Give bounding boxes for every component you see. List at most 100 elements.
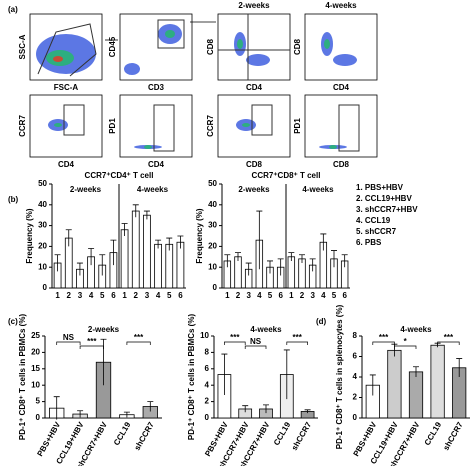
error-bar [53, 396, 60, 420]
significance-bracket [126, 341, 151, 345]
x-tick-label: 5 [268, 291, 273, 300]
y-tick-label: 10 [208, 262, 217, 271]
x-axis-label: FSC-A [54, 83, 79, 92]
error-bar [99, 254, 106, 276]
significance-label: *** [230, 333, 240, 342]
x-tick-label: 4 [321, 291, 326, 300]
error-bar [263, 404, 269, 414]
significance-label: *** [134, 333, 144, 342]
x-axis-label: CD3 [148, 83, 165, 92]
x-tick-label: 2 [67, 291, 72, 300]
x-tick-label: shCCR7 [441, 420, 465, 452]
x-tick-label: 1 [289, 291, 294, 300]
y-tick-label: 30 [38, 221, 47, 230]
y-tick-label: 50 [208, 179, 217, 188]
y-axis-label: CD8 [206, 38, 215, 55]
bar [131, 210, 140, 289]
x-tick-label: 6 [111, 291, 116, 300]
error-bar [331, 250, 337, 268]
bar [143, 214, 151, 289]
significance-label: * [404, 337, 408, 346]
cell-population [246, 54, 270, 66]
x-tick-label: 2 [134, 291, 139, 300]
error-bar [299, 254, 305, 264]
x-tick-label: 6 [278, 291, 283, 300]
error-bar [369, 374, 376, 396]
error-bar [224, 254, 231, 268]
error-bar [77, 410, 84, 418]
y-tick-label: 20 [31, 348, 40, 357]
gate [157, 19, 185, 49]
significance-bracket [286, 341, 308, 345]
legend-entry: 2. CCL19+HBV [356, 194, 412, 203]
error-bar [65, 229, 72, 247]
gate [338, 104, 360, 152]
legend-entry: 1. PBS+HBV [356, 183, 404, 192]
significance-label: *** [444, 333, 454, 342]
x-axis-label: CD4 [333, 83, 350, 92]
x-tick-label: 4 [257, 291, 262, 300]
x-tick-label: 3 [246, 291, 251, 300]
y-axis-label: PD-1⁺ CD8⁺ T cells in PBMCs (%) [18, 314, 27, 441]
cell-population [329, 145, 337, 149]
error-bar [143, 210, 150, 220]
y-tick-label: 8 [353, 331, 358, 340]
y-axis-label: CD45 [108, 36, 117, 57]
cell-population [333, 54, 357, 66]
significance-bracket [244, 345, 267, 349]
error-bar [309, 258, 316, 272]
panel-label: (b) [8, 195, 19, 204]
legend-entry: 6. PBS [356, 238, 382, 247]
significance-label: NS [250, 337, 262, 346]
bar [176, 241, 185, 289]
bar [165, 243, 174, 289]
gate [63, 104, 85, 136]
error-bar [177, 235, 184, 249]
significance-bracket [224, 341, 246, 345]
error-bar [166, 237, 173, 251]
cell-population [165, 30, 175, 38]
x-tick-label: 6 [178, 291, 183, 300]
x-axis-label: CD4 [58, 160, 75, 169]
significance-label: *** [293, 333, 303, 342]
bar [154, 243, 162, 289]
significance-label: *** [87, 337, 97, 346]
x-axis-label: CD8 [246, 160, 263, 169]
y-tick-label: 10 [200, 331, 209, 340]
bar [408, 371, 424, 419]
x-axis-label: CD8 [333, 160, 350, 169]
error-bar [413, 366, 419, 377]
panel-label: (c) [8, 317, 18, 326]
error-bar [341, 254, 348, 268]
y-tick-label: 0 [205, 413, 210, 422]
x-tick-label: 3 [310, 291, 315, 300]
significance-bracket [372, 341, 395, 345]
x-tick-label: 4 [156, 291, 161, 300]
x-tick-label: 1 [122, 291, 127, 300]
quadrant [218, 14, 290, 80]
cell-population [324, 39, 330, 49]
y-tick-label: 4 [353, 372, 358, 381]
y-axis-label: CD8 [293, 38, 302, 55]
gate [37, 23, 97, 77]
error-bar [110, 239, 117, 266]
legend-entry: 4. CCL19 [356, 216, 391, 225]
bar [298, 258, 306, 289]
y-tick-label: 0 [213, 283, 218, 292]
significance-bracket [437, 341, 460, 345]
cell-population [124, 63, 140, 75]
error-bar [267, 260, 273, 274]
x-tick-label: CCL19 [112, 420, 133, 447]
significance-bracket [79, 345, 104, 349]
y-tick-label: 50 [38, 179, 47, 188]
x-tick-label: CCL19 [272, 420, 293, 447]
x-tick-label: 1 [225, 291, 230, 300]
cell-population [54, 123, 62, 127]
significance-bracket [394, 345, 417, 349]
group-label: 2-weeks [238, 185, 270, 194]
y-axis-label: PD-1⁺ CD8⁺ T cells in PBMCs (%) [187, 314, 196, 441]
bar [287, 256, 296, 289]
y-tick-label: 2 [353, 393, 358, 402]
y-axis-label: PD1 [108, 118, 117, 134]
